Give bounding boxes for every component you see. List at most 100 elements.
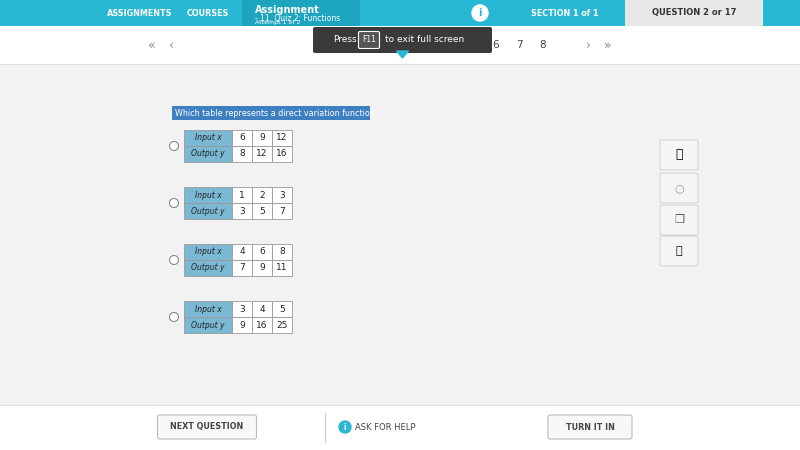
Text: Input x: Input x (194, 248, 222, 256)
Text: Output y: Output y (191, 320, 225, 329)
Text: to exit full screen: to exit full screen (385, 36, 464, 45)
Bar (272, 203, 292, 219)
Bar (184, 317, 232, 333)
Text: «: « (148, 39, 156, 51)
Bar (232, 203, 252, 219)
Text: F11: F11 (362, 36, 376, 45)
FancyBboxPatch shape (548, 415, 632, 439)
Text: 5: 5 (279, 305, 285, 314)
Bar (252, 187, 272, 203)
Circle shape (170, 312, 178, 321)
Text: ASSIGNMENTS: ASSIGNMENTS (107, 9, 173, 18)
Text: 6: 6 (259, 248, 265, 256)
Circle shape (339, 421, 351, 433)
Bar (763, 0, 800, 26)
Text: 5: 5 (259, 207, 265, 216)
Text: 6: 6 (493, 40, 499, 50)
Bar (232, 187, 252, 203)
Text: TURN IT IN: TURN IT IN (566, 423, 614, 432)
Text: 5: 5 (421, 40, 427, 50)
Text: 4: 4 (398, 40, 406, 50)
Text: ○: ○ (674, 183, 684, 193)
Text: 7: 7 (239, 264, 245, 273)
FancyBboxPatch shape (660, 173, 698, 203)
Bar (252, 130, 272, 146)
Bar (184, 301, 232, 317)
Text: Output y: Output y (191, 149, 225, 158)
Text: 1: 1 (334, 40, 342, 50)
FancyBboxPatch shape (158, 415, 257, 439)
Text: ❒: ❒ (674, 215, 684, 225)
Bar (505, 0, 625, 26)
Bar (272, 301, 292, 317)
Text: Output y: Output y (191, 264, 225, 273)
Bar (272, 187, 292, 203)
Bar (272, 317, 292, 333)
Text: ASK FOR HELP: ASK FOR HELP (355, 423, 415, 432)
Text: i: i (344, 423, 346, 432)
Bar (272, 130, 292, 146)
Text: i: i (478, 8, 482, 18)
Text: COURSES: COURSES (187, 9, 229, 18)
Text: 4: 4 (259, 305, 265, 314)
Text: »: » (604, 39, 612, 51)
Text: 9: 9 (239, 320, 245, 329)
Text: Assignment: Assignment (255, 5, 320, 15)
Bar (252, 203, 272, 219)
Text: 25: 25 (276, 320, 288, 329)
Text: 8: 8 (239, 149, 245, 158)
Text: 8: 8 (279, 248, 285, 256)
Text: 9: 9 (259, 264, 265, 273)
Bar (0, 405, 800, 450)
Text: Output y: Output y (191, 207, 225, 216)
FancyBboxPatch shape (313, 27, 492, 53)
Bar (232, 260, 252, 276)
Bar (625, 0, 763, 26)
Text: Input x: Input x (194, 134, 222, 143)
Text: 3: 3 (377, 40, 383, 50)
Text: 4: 4 (239, 248, 245, 256)
Text: 12: 12 (276, 134, 288, 143)
Text: 11: 11 (276, 264, 288, 273)
Text: 2: 2 (354, 40, 362, 50)
Text: 16: 16 (256, 320, 268, 329)
Bar (184, 187, 232, 203)
Bar (184, 260, 232, 276)
Bar (252, 146, 272, 162)
Text: 12: 12 (256, 149, 268, 158)
Text: 🖨: 🖨 (675, 148, 682, 162)
Text: Input x: Input x (194, 190, 222, 199)
Text: ›: › (586, 39, 590, 51)
Text: 7: 7 (279, 207, 285, 216)
FancyBboxPatch shape (660, 205, 698, 235)
Bar (232, 146, 252, 162)
Text: SECTION 1 of 1: SECTION 1 of 1 (531, 9, 598, 18)
Bar (172, 106, 370, 120)
Text: 🎤: 🎤 (676, 246, 682, 256)
Bar (252, 244, 272, 260)
FancyBboxPatch shape (358, 32, 379, 49)
Bar (232, 301, 252, 317)
Text: 1: 1 (239, 190, 245, 199)
Bar (252, 301, 272, 317)
Text: Attempt 1 of 2: Attempt 1 of 2 (255, 20, 301, 25)
Bar (184, 130, 232, 146)
Bar (184, 203, 232, 219)
Text: Input x: Input x (194, 305, 222, 314)
Text: 6: 6 (239, 134, 245, 143)
Text: 2: 2 (259, 190, 265, 199)
Bar (184, 146, 232, 162)
Circle shape (170, 256, 178, 265)
Circle shape (170, 198, 178, 207)
Circle shape (170, 141, 178, 150)
Bar (272, 146, 292, 162)
Text: 8: 8 (540, 40, 546, 50)
Text: Which table represents a direct variation function?: Which table represents a direct variatio… (175, 108, 379, 117)
Bar (272, 260, 292, 276)
Bar (0, 0, 800, 26)
Text: 9: 9 (259, 134, 265, 143)
FancyBboxPatch shape (660, 140, 698, 170)
FancyBboxPatch shape (660, 236, 698, 266)
Bar (232, 244, 252, 260)
Text: ‹: ‹ (170, 39, 174, 51)
